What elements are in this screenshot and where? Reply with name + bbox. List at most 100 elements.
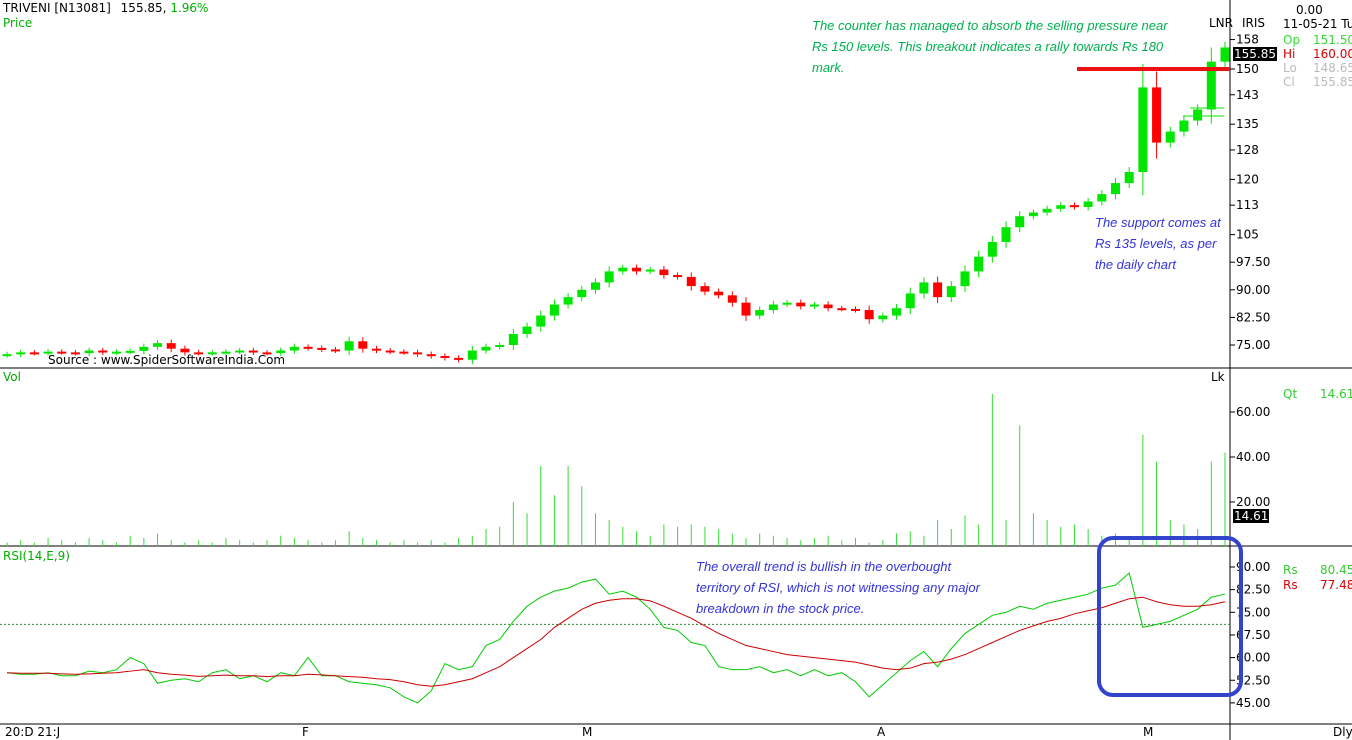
- candle-body: [57, 351, 67, 354]
- candle-body: [1042, 208, 1052, 213]
- candle-body: [194, 352, 204, 355]
- candle-body: [125, 350, 135, 353]
- candle-body: [850, 308, 860, 311]
- candle-body: [317, 347, 327, 350]
- y-tick-label: 128: [1236, 143, 1259, 157]
- candle-body: [289, 346, 299, 351]
- candle-body: [632, 267, 642, 272]
- candle-body: [946, 286, 956, 298]
- candle-body: [84, 350, 94, 354]
- candle-body: [16, 352, 26, 355]
- rsi-value: 80.45: [1320, 563, 1352, 577]
- last-price: 155.85: [120, 1, 163, 15]
- signal-line: [6, 596, 1226, 687]
- y-tick-label: 105: [1236, 228, 1259, 242]
- candle-body: [276, 350, 286, 354]
- candle-body: [344, 341, 354, 351]
- candle-body: [1069, 205, 1079, 208]
- x-label-may: M: [1143, 725, 1154, 739]
- rsi-value-label: Rs: [1283, 563, 1298, 577]
- y-tick-label: 67.50: [1236, 628, 1270, 642]
- price-panel-label: Price: [3, 16, 33, 30]
- candle-body: [2, 354, 12, 357]
- candle-body: [892, 308, 902, 316]
- info-lo: 148.65: [1313, 61, 1352, 75]
- y-tick-label: 52.50: [1236, 673, 1270, 687]
- candle-body: [549, 304, 559, 316]
- candle-body: [1193, 109, 1203, 121]
- chart-header: TRIVENI [N13081] 155.85, 1.96%: [3, 1, 209, 15]
- candle-body: [700, 286, 710, 292]
- x-label-jan: 20:D 21:J: [5, 725, 61, 739]
- y-tick-label: 40.00: [1236, 450, 1270, 464]
- candle-body: [933, 282, 943, 298]
- y-tick-label: 60.00: [1236, 405, 1270, 419]
- y-tick-label: 97.50: [1236, 255, 1270, 269]
- candle-body: [645, 269, 655, 272]
- y-tick-label: 75.00: [1236, 605, 1270, 619]
- candle-body: [673, 275, 683, 278]
- volume-qt-label: Qt: [1283, 387, 1298, 401]
- info-hi: 160.00: [1313, 47, 1352, 61]
- candle-body: [385, 350, 395, 353]
- change-percent: 1.96%: [170, 1, 209, 15]
- candle-body: [1028, 212, 1038, 217]
- candle-body: [1111, 183, 1121, 195]
- candle-body: [98, 350, 108, 353]
- candle-body: [604, 271, 614, 283]
- volume-last-tag: 14.61: [1233, 509, 1270, 523]
- highlight-box: [1097, 536, 1243, 697]
- candle-body: [590, 282, 600, 290]
- last-price-tag: 155.85: [1233, 47, 1277, 61]
- y-tick-label: 150: [1236, 62, 1259, 76]
- candle-body: [1152, 87, 1162, 143]
- info-date: 11-05-21 Tu: [1283, 17, 1352, 31]
- candle-body: [796, 302, 806, 307]
- candle-body: [755, 310, 765, 316]
- candle-body: [413, 352, 423, 355]
- y-tick-label: 158: [1236, 33, 1259, 47]
- info-cl-label: Cl: [1283, 75, 1295, 89]
- candle-body: [508, 333, 518, 345]
- candle-body: [221, 351, 231, 354]
- candle-body: [235, 350, 245, 353]
- info-op: 151.50: [1313, 33, 1352, 47]
- candle-body: [207, 352, 217, 355]
- info-top-value: 0.00: [1296, 3, 1323, 17]
- candle-body: [262, 352, 272, 355]
- candle-body: [809, 304, 819, 307]
- info-hi-label: Hi: [1283, 47, 1296, 61]
- candle-body: [1165, 131, 1175, 143]
- y-tick-label: 113: [1236, 198, 1259, 212]
- info-cl: 155.85: [1313, 75, 1352, 89]
- symbol-label: TRIVENI [N13081]: [3, 1, 111, 15]
- rsi-line: [6, 572, 1226, 704]
- lnr-label[interactable]: LNR: [1209, 16, 1233, 30]
- signal-value: 77.48: [1320, 578, 1352, 592]
- candle-body: [1124, 172, 1134, 184]
- candle-body: [166, 343, 176, 349]
- x-label-mar: M: [582, 725, 593, 739]
- candle-body: [823, 304, 833, 309]
- iris-label[interactable]: IRIS: [1242, 16, 1266, 30]
- candle-body: [1179, 120, 1189, 132]
- candle-body: [29, 352, 39, 355]
- y-tick-label: 75.00: [1236, 338, 1270, 352]
- period-label[interactable]: Dly: [1333, 725, 1352, 739]
- candle-body: [522, 326, 532, 334]
- candle-body: [1015, 216, 1025, 228]
- candle-body: [974, 256, 984, 272]
- y-tick-label: 90.00: [1236, 560, 1270, 574]
- candle-body: [905, 293, 915, 309]
- candle-body: [1220, 47, 1230, 62]
- source-label: Source : www.SpiderSoftwareIndia.Com: [48, 353, 286, 367]
- candle-body: [1097, 194, 1107, 202]
- annotation-resistance: The counter has managed to absorb the se…: [812, 18, 1168, 75]
- candle-body: [659, 269, 669, 276]
- candle-body: [960, 271, 970, 287]
- info-lo-label: Lo: [1283, 61, 1297, 75]
- candle-body: [426, 354, 436, 357]
- candle-body: [727, 295, 737, 303]
- candle-body: [303, 346, 313, 349]
